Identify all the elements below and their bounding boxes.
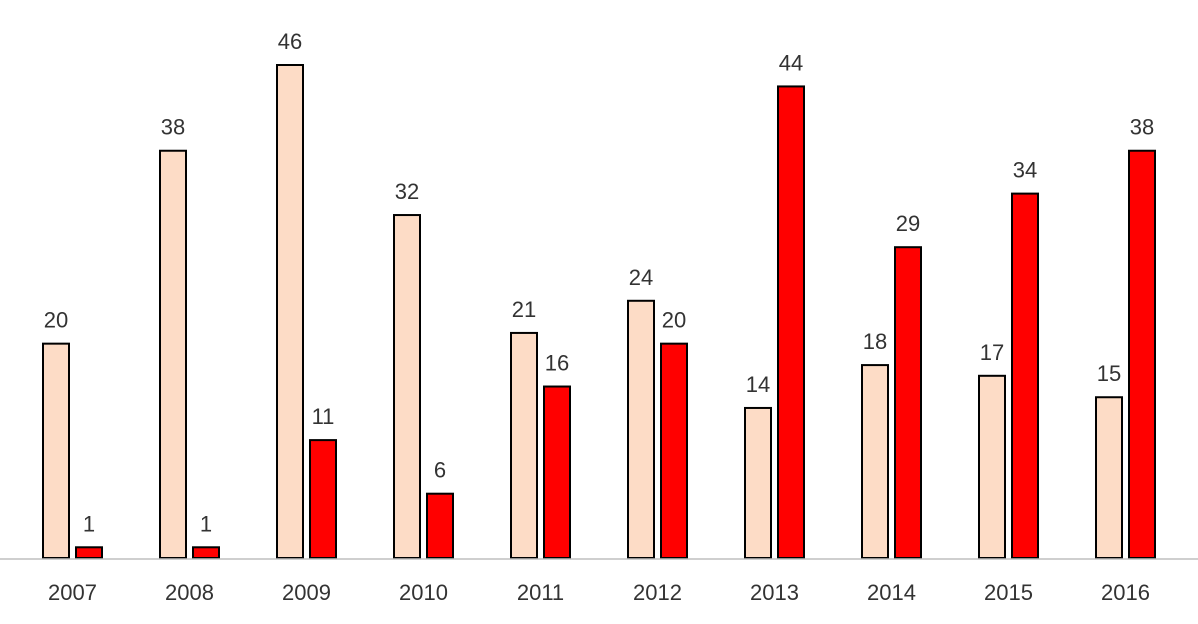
data-label-2012-series-2: 20	[662, 308, 686, 333]
bar-2010-series-1	[393, 214, 421, 559]
data-label-2010-series-2: 6	[434, 458, 446, 483]
bar-2009-series-2	[309, 439, 337, 560]
data-label-2015-series-2: 34	[1013, 158, 1037, 183]
bar-2012-series-1	[627, 299, 655, 559]
bar-2016-series-2	[1128, 149, 1156, 559]
bar-2013-series-1	[744, 406, 772, 559]
data-label-2014-series-1: 18	[863, 329, 887, 354]
data-label-2008-series-2: 1	[200, 511, 212, 536]
bar-2013-series-2	[777, 85, 805, 559]
data-label-2009-series-1: 46	[278, 29, 302, 54]
data-label-2013-series-2: 44	[779, 50, 803, 75]
bar-2014-series-2	[894, 246, 922, 559]
bar-2011-series-2	[543, 385, 571, 559]
data-label-2014-series-2: 29	[896, 211, 920, 236]
x-tick-label-2016: 2016	[1101, 580, 1150, 605]
x-tick-label-2010: 2010	[399, 580, 448, 605]
x-tick-label-2014: 2014	[867, 580, 916, 605]
data-label-2012-series-1: 24	[629, 265, 653, 290]
data-label-2016-series-2: 38	[1130, 115, 1154, 140]
x-tick-label-2012: 2012	[633, 580, 682, 605]
bar-2007-series-2	[75, 546, 103, 559]
data-labels-group: 20 1 38 1 46 11 32 6 21 16 24 20 14 44 18 29 17 34 15 38	[44, 29, 1154, 536]
bar-2008-series-1	[159, 149, 187, 559]
bar-2010-series-2	[426, 492, 454, 559]
bar-2016-series-1	[1095, 396, 1123, 559]
data-label-2010-series-1: 32	[395, 179, 419, 204]
data-label-2007-series-2: 1	[83, 511, 95, 536]
bar-2015-series-2	[1011, 192, 1039, 559]
x-tick-label-2007: 2007	[48, 580, 97, 605]
data-label-2008-series-1: 38	[161, 115, 185, 140]
x-tick-label-2008: 2008	[165, 580, 214, 605]
x-tick-label-2013: 2013	[750, 580, 799, 605]
data-label-2015-series-1: 17	[980, 340, 1004, 365]
data-label-2016-series-1: 15	[1097, 361, 1121, 386]
x-tick-label-2009: 2009	[282, 580, 331, 605]
x-tick-labels-group: 2007 2008 2009 2010 2011 2012 2013 2014 2015 2016	[48, 580, 1150, 605]
x-tick-label-2011: 2011	[517, 580, 564, 605]
bars-group	[42, 64, 1156, 560]
data-label-2009-series-2: 11	[312, 404, 335, 429]
bar-2009-series-1	[276, 64, 304, 559]
bar-2012-series-2	[660, 342, 688, 559]
bar-2014-series-1	[861, 364, 889, 559]
data-label-2011-series-2: 16	[545, 351, 569, 376]
data-label-2011-series-1: 21	[512, 297, 536, 322]
data-label-2013-series-1: 14	[746, 372, 770, 397]
data-label-2007-series-1: 20	[44, 308, 68, 333]
x-tick-label-2015: 2015	[984, 580, 1033, 605]
bar-2008-series-2	[192, 546, 220, 559]
bar-2011-series-1	[510, 331, 538, 559]
bar-2015-series-1	[978, 374, 1006, 559]
bar-2007-series-1	[42, 342, 70, 559]
